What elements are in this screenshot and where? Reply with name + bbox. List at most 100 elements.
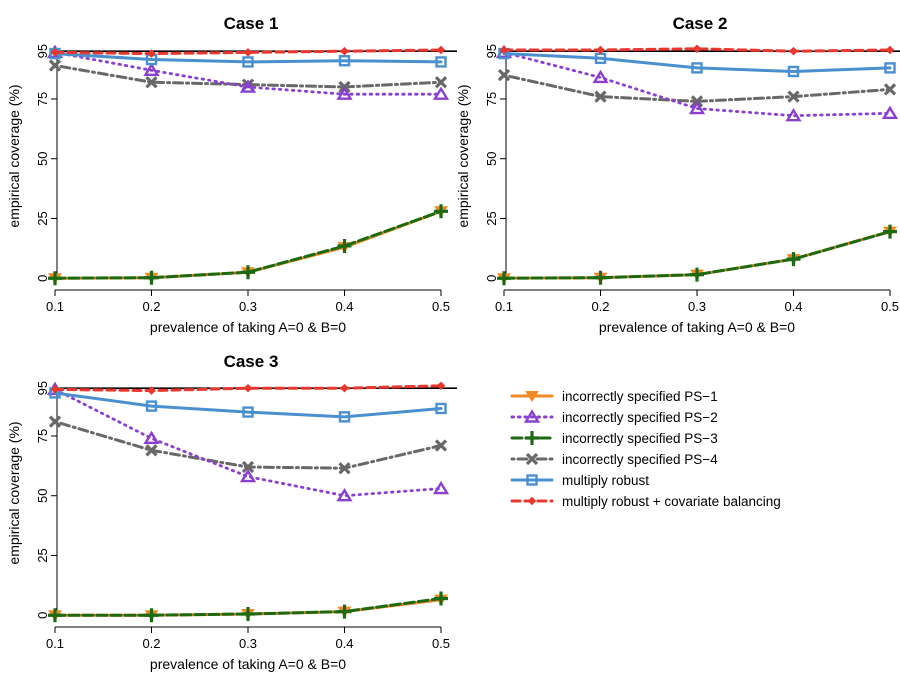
y-tick-label: 25	[35, 548, 50, 562]
legend-label: incorrectly specified PS−2	[562, 410, 718, 425]
legend-marker	[525, 452, 539, 466]
data-point	[787, 65, 800, 78]
data-point	[434, 204, 448, 219]
y-tick-label: 0	[35, 275, 50, 282]
x-tick-label: 0.3	[239, 636, 257, 651]
data-point	[883, 83, 897, 96]
x-tick-label: 0.3	[688, 299, 706, 314]
series-line	[502, 51, 892, 118]
data-point	[337, 604, 352, 619]
legend-key-mrcb	[510, 496, 554, 506]
data-point	[885, 45, 895, 55]
y-tick-label: 95	[35, 381, 50, 395]
legend-entry: incorrectly specified PS−2	[510, 409, 718, 425]
legend-entry: multiply robust	[510, 473, 649, 488]
data-point	[241, 460, 255, 474]
legend-label: incorrectly specified PS−4	[562, 452, 718, 467]
data-point	[243, 48, 253, 57]
legend-key-ps4	[510, 452, 554, 466]
y-axis-label: empirical coverage (%)	[6, 421, 22, 564]
x-tick-label: 0.1	[495, 299, 513, 314]
data-point	[881, 105, 899, 120]
y-tick-label: 0	[484, 275, 499, 282]
data-point	[436, 381, 446, 391]
series-3	[48, 591, 448, 623]
series-line	[502, 47, 892, 53]
x-tick-label: 0.2	[142, 299, 160, 314]
legend-key-mr	[510, 474, 554, 486]
legend-entry: multiply robust + covariate balancing	[510, 494, 781, 509]
legend: incorrectly specified PS−1 incorrectly s…	[510, 389, 781, 509]
legend-marker	[525, 431, 539, 445]
data-point	[143, 62, 160, 76]
data-point	[239, 79, 257, 93]
axes: 0.1 0.2 0.3 0.4 0.5 0 25 50 75 95	[484, 44, 899, 314]
data-point	[691, 62, 703, 74]
y-tick-label: 50	[484, 151, 499, 165]
axes: 0.1 0.2 0.3 0.4 0.5 0 25 50 75 95	[35, 44, 450, 314]
data-point	[147, 49, 156, 58]
data-point	[48, 271, 62, 286]
legend-key-ps2	[510, 409, 554, 423]
x-tick-label: 0.4	[335, 299, 353, 314]
data-point	[785, 107, 802, 122]
legend-marker	[525, 391, 539, 403]
y-tick-label: 25	[484, 211, 499, 225]
data-point	[243, 383, 253, 393]
data-point	[434, 439, 448, 452]
series-4	[48, 415, 448, 475]
data-point	[50, 48, 60, 57]
data-point	[497, 271, 511, 286]
data-point	[241, 607, 255, 622]
data-point	[145, 400, 158, 412]
data-point	[143, 430, 160, 445]
data-point	[499, 45, 509, 55]
data-point	[144, 270, 159, 285]
data-point	[145, 76, 158, 89]
series-line	[53, 387, 443, 498]
data-point	[242, 56, 254, 68]
data-point	[145, 444, 158, 457]
legend-marker	[526, 474, 538, 486]
series-line	[53, 384, 443, 393]
data-point	[787, 90, 800, 103]
y-tick-label: 50	[35, 151, 50, 165]
x-tick-label: 0.2	[142, 636, 160, 651]
data-point	[336, 488, 353, 502]
legend-label: multiply robust	[562, 473, 649, 488]
data-point	[48, 608, 62, 623]
series-line	[53, 51, 443, 96]
data-point	[436, 45, 446, 55]
series-line	[502, 52, 892, 73]
x-axis-label: prevalence of taking A=0 & B=0	[150, 319, 346, 335]
data-point	[239, 468, 257, 483]
series-6	[50, 381, 446, 395]
x-axis-label: prevalence of taking A=0 & B=0	[150, 656, 346, 672]
data-point	[147, 386, 156, 395]
legend-entry: incorrectly specified PS−4	[510, 452, 718, 467]
y-axis-label: empirical coverage (%)	[455, 84, 471, 227]
y-axis-label: empirical coverage (%)	[6, 84, 22, 227]
panel-case-3: Case 3 prevalence of taking A=0 & B=0 em…	[6, 352, 457, 672]
series-6	[50, 45, 446, 58]
data-point	[786, 252, 801, 267]
x-tick-label: 0.1	[46, 299, 64, 314]
series-2	[495, 44, 899, 122]
series-line	[53, 52, 443, 64]
legend-entry: incorrectly specified PS−1	[510, 389, 718, 404]
x-tick-label: 0.5	[432, 299, 450, 314]
x-tick-label: 0.4	[784, 299, 802, 314]
y-tick-label: 75	[35, 429, 50, 443]
legend-marker	[523, 409, 541, 423]
panel-case-1: Case 1 prevalence of taking A=0 & B=0 em…	[6, 14, 457, 335]
data-point	[48, 415, 62, 428]
series-6	[499, 44, 895, 56]
series-3	[497, 224, 897, 286]
series-line	[53, 391, 443, 419]
legend-label: multiply robust + covariate balancing	[562, 494, 781, 509]
x-tick-label: 0.4	[335, 636, 353, 651]
panel-case-2: Case 2 prevalence of taking A=0 & B=0 em…	[455, 14, 900, 335]
series-line	[53, 64, 443, 89]
data-point	[241, 265, 255, 280]
